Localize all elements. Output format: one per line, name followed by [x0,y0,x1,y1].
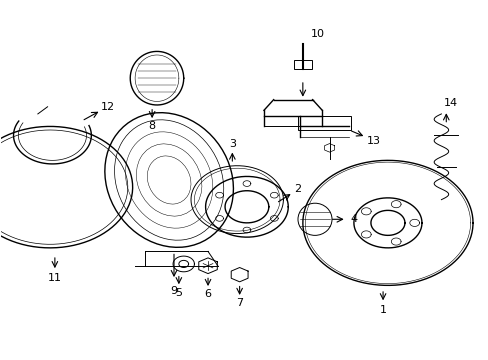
Text: 6: 6 [204,289,211,299]
Text: 2: 2 [294,184,301,194]
Text: 10: 10 [310,28,324,39]
Text: 14: 14 [443,98,457,108]
Text: 4: 4 [349,214,357,224]
Text: 5: 5 [175,288,182,297]
Bar [297,116,351,130]
Text: 1: 1 [379,305,386,315]
Text: 12: 12 [101,102,115,112]
Text: 3: 3 [228,139,235,149]
Text: 11: 11 [48,273,62,283]
Text: 9: 9 [170,286,177,296]
Text: 7: 7 [236,298,243,308]
Bar [293,60,311,69]
Text: 8: 8 [148,121,155,131]
Text: 13: 13 [366,136,380,146]
